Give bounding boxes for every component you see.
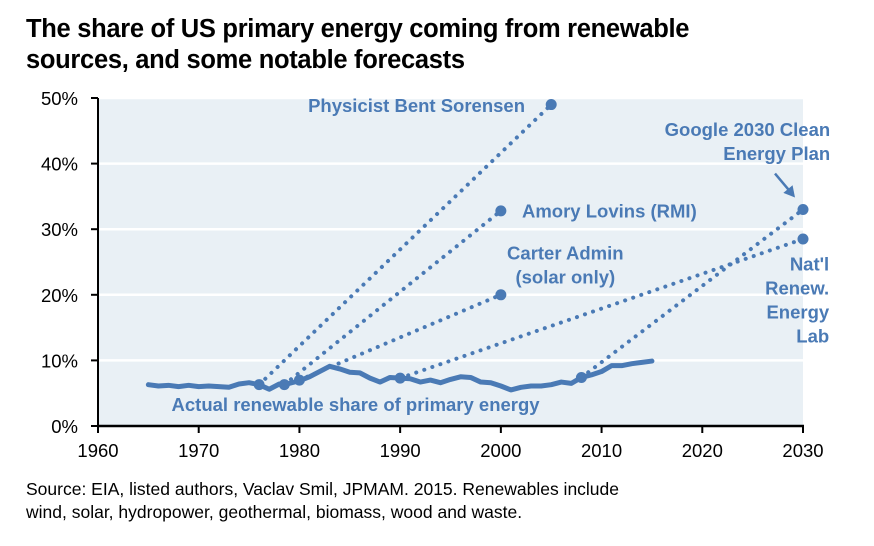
forecast-end-point-physicist-bent-sorensen (545, 99, 557, 111)
annotation-line: Carter Admin (507, 242, 624, 263)
x-tick-label: 1980 (279, 440, 320, 461)
chart-title: The share of US primary energy coming fr… (26, 14, 866, 76)
annotation-nat-l-renew-energy-lab: Nat'l Renew. Energy Lab (765, 254, 830, 347)
annotation-line: Actual renewable share of primary energy (172, 394, 541, 415)
y-tick-label: 30% (41, 219, 78, 240)
annotation-line: Physicist Bent Sorensen (308, 95, 525, 116)
forecast-start-point-carter-admin-solar-only (293, 374, 305, 386)
x-tick-label: 1990 (380, 440, 421, 461)
annotation-line: Google 2030 Clean (665, 119, 831, 140)
forecast-end-point-carter-admin-solar-only (495, 289, 507, 301)
y-tick-label: 20% (41, 285, 78, 306)
chart-title-line-1: The share of US primary energy coming fr… (26, 15, 690, 43)
plot-background (98, 98, 803, 426)
y-tick-label: 10% (41, 350, 78, 371)
x-tick-label: 2020 (682, 440, 723, 461)
annotation-line: Lab (796, 326, 829, 347)
source-line-2: wind, solar, hydropower, geothermal, bio… (26, 502, 523, 522)
y-tick-label: 50% (41, 88, 78, 109)
annotation-physicist-bent-sorensen: Physicist Bent Sorensen (308, 95, 525, 116)
axes: 0% 10% 20% 30% 40% 50% 1960 1970 1980 1990 2000 201… (41, 88, 824, 461)
forecast-end-point-nat-l-renew-energy-lab (797, 233, 809, 245)
forecast-end-point-google-2030-clean-energy-plan (797, 204, 809, 216)
chart-title-line-2: sources, and some notable forecasts (26, 46, 465, 74)
x-tick-label: 1960 (77, 440, 118, 461)
annotation-google-2030-clean-energy-plan: Google 2030 Clean Energy Plan (665, 119, 831, 164)
annotation-line: Renew. (765, 278, 829, 299)
x-tick-label: 2000 (480, 440, 521, 461)
google-arrow (774, 172, 795, 198)
forecast-start-point-google-2030-clean-energy-plan (575, 371, 587, 383)
forecast-start-point-nat-l-renew-energy-lab (394, 372, 406, 384)
annotation-line: Amory Lovins (RMI) (522, 200, 697, 221)
source-line-1: Source: EIA, listed authors, Vaclav Smil… (26, 479, 620, 499)
annotation-actual-renewable-share-of-primary-energy: Actual renewable share of primary energy (172, 394, 541, 415)
arrow-head-icon (783, 185, 795, 198)
x-tick-label: 1970 (178, 440, 219, 461)
annotation-line: Energy Plan (723, 143, 830, 164)
y-tick-label: 40% (41, 154, 78, 175)
annotation-line: Nat'l (790, 254, 829, 275)
gridlines (98, 96, 803, 362)
forecast-end-point-amory-lovins-rmi (495, 205, 507, 217)
y-tick-label: 0% (51, 416, 78, 437)
x-tick-label: 2030 (782, 440, 823, 461)
series-layer (145, 99, 809, 393)
x-tick-label: 2010 (581, 440, 622, 461)
forecast-line-carter-admin-solar-only (297, 292, 503, 383)
annotation-amory-lovins-rmi: Amory Lovins (RMI) (522, 200, 697, 221)
forecast-line-physicist-bent-sorensen (257, 102, 554, 387)
forecast-start-point-physicist-bent-sorensen (253, 379, 265, 391)
annotation-line: (solar only) (515, 266, 615, 287)
forecast-line-nat-l-renew-energy-lab (398, 237, 805, 381)
annotation-carter-admin-solar-only: Carter Admin (solar only) (507, 242, 624, 287)
forecast-start-point-amory-lovins-rmi (278, 379, 290, 391)
source-note: Source: EIA, listed authors, Vaclav Smil… (26, 478, 866, 524)
annotation-line: Energy (766, 302, 829, 323)
forecast-line-amory-lovins-rmi (282, 208, 503, 387)
annotations: Physicist Bent Sorensen Amory Lovins (RMI… (172, 95, 831, 415)
